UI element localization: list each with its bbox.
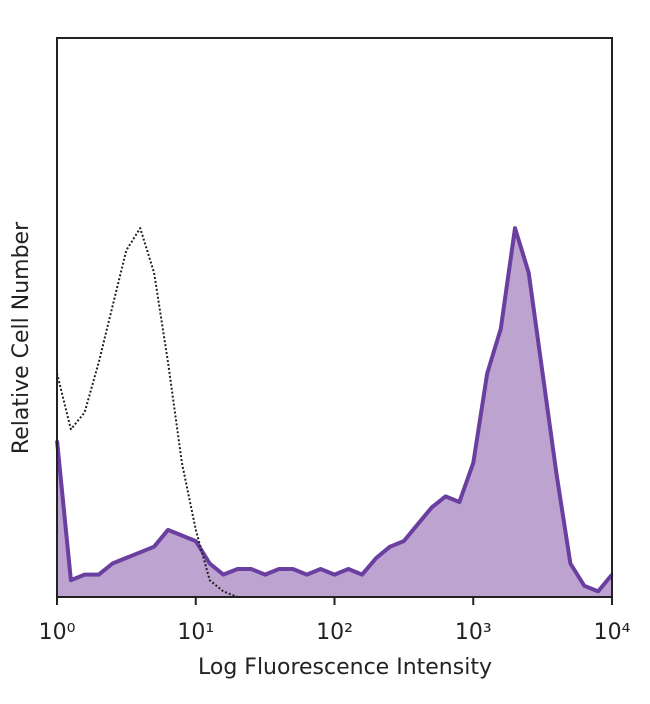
- x-tick-label: 10⁰: [39, 620, 76, 645]
- x-tick-label: 10²: [316, 620, 353, 645]
- x-tick-label: 10¹: [177, 620, 214, 645]
- x-tick-label: 10⁴: [594, 620, 631, 645]
- histogram-area: [57, 228, 612, 597]
- histogram-line: [55, 226, 614, 594]
- histogram-line: [56, 227, 612, 598]
- x-tick-label: 10³: [455, 620, 492, 645]
- x-axis-label: Log Fluorescence Intensity: [198, 655, 492, 680]
- y-axis-label: Relative Cell Number: [9, 221, 34, 454]
